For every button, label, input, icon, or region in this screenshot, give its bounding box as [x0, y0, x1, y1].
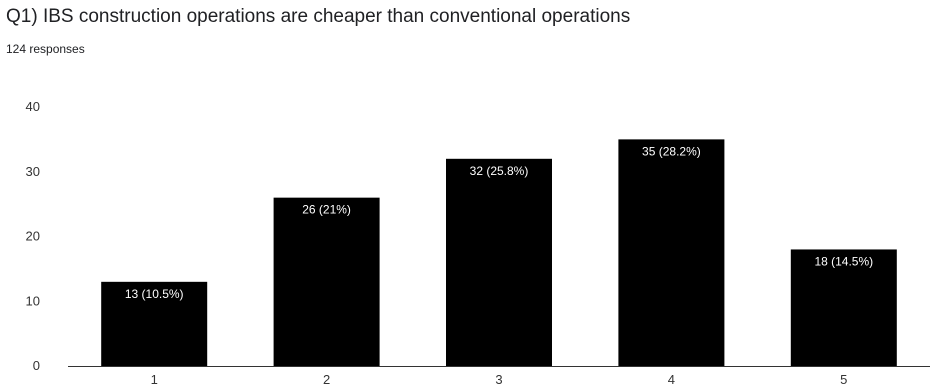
- x-axis: 1 2 3 4 5: [68, 366, 930, 387]
- data-label-5: 18 (14.5%): [814, 254, 873, 268]
- data-label-3: 32 (25.8%): [470, 164, 529, 178]
- data-label-4: 35 (28.2%): [642, 144, 701, 158]
- bar-5: [790, 249, 897, 366]
- y-tick-label: 40: [26, 99, 40, 114]
- y-tick-label: 10: [26, 293, 40, 308]
- y-tick-label: 0: [33, 358, 40, 373]
- x-tick-label-1: 1: [151, 372, 158, 387]
- x-tick-label-5: 5: [840, 372, 847, 387]
- y-axis: 0 10 20 30 40: [26, 99, 40, 373]
- data-label-1: 13 (10.5%): [125, 287, 184, 301]
- data-label-2: 26 (21%): [302, 203, 351, 217]
- bar-1: [101, 281, 208, 366]
- bar-2: [273, 197, 380, 366]
- bar-4: [618, 139, 725, 366]
- bars: 13 (10.5%) 26 (21%) 32 (25.8%) 35 (28.2%) 18…: [101, 139, 897, 366]
- x-tick-label-2: 2: [323, 372, 330, 387]
- x-tick-label-4: 4: [668, 372, 675, 387]
- bar-3: [446, 158, 552, 366]
- x-tick-label-3: 3: [495, 372, 502, 387]
- y-tick-label: 20: [26, 229, 40, 244]
- response-count: 124 responses: [6, 42, 85, 56]
- question-title: Q1) IBS construction operations are chea…: [6, 6, 631, 27]
- y-tick-label: 30: [26, 164, 40, 179]
